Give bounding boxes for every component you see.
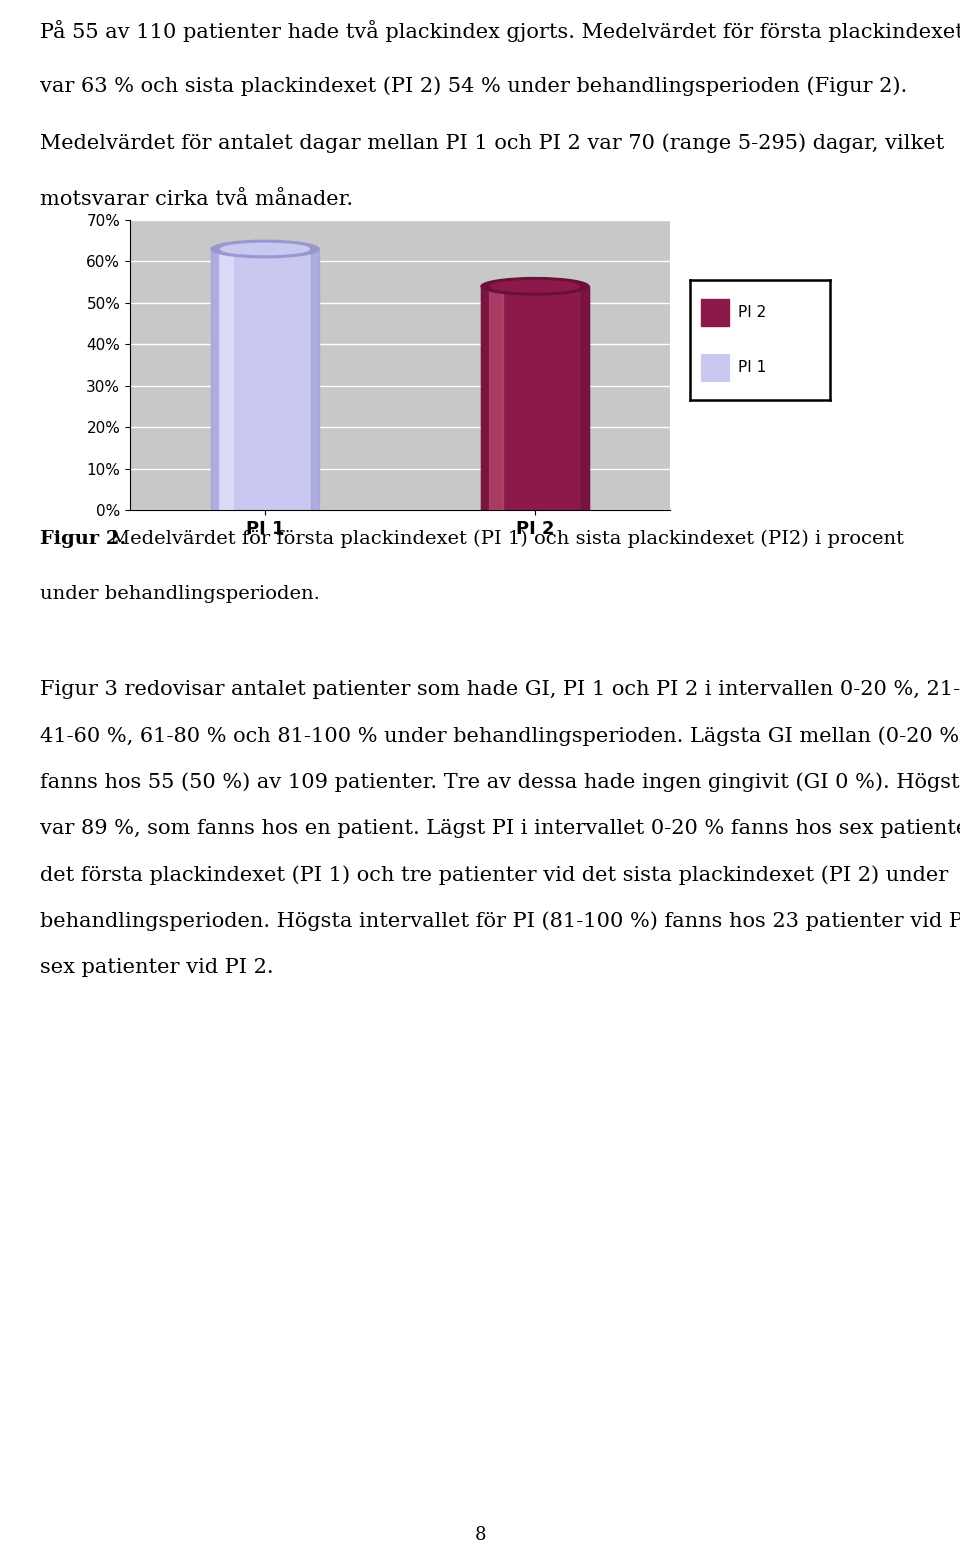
Text: 8: 8 — [474, 1527, 486, 1544]
Bar — [211, 250, 219, 510]
Ellipse shape — [481, 277, 589, 294]
Bar — [481, 287, 489, 510]
Bar — [701, 355, 730, 381]
Text: var 89 %, som fanns hos en patient. Lägst PI i intervallet 0-20 % fanns hos sex : var 89 %, som fanns hos en patient. Lägs… — [40, 818, 960, 839]
Text: PI 2: PI 2 — [737, 305, 766, 319]
Bar — [211, 250, 319, 510]
Bar — [311, 250, 319, 510]
Text: var 63 % och sista plackindexet (PI 2) 54 % under behandlingsperioden (Figur 2).: var 63 % och sista plackindexet (PI 2) 5… — [40, 76, 907, 96]
Text: sex patienter vid PI 2.: sex patienter vid PI 2. — [40, 958, 274, 976]
Text: under behandlingsperioden.: under behandlingsperioden. — [40, 586, 320, 603]
Bar — [219, 250, 232, 510]
Bar — [582, 287, 589, 510]
Text: Figur 2.: Figur 2. — [40, 530, 127, 549]
Text: Medelvärdet för första plackindexet (PI 1) och sista plackindexet (PI2) i procen: Medelvärdet för första plackindexet (PI … — [105, 530, 904, 549]
Bar — [489, 287, 503, 510]
Ellipse shape — [491, 281, 579, 291]
Ellipse shape — [221, 243, 309, 254]
Bar — [701, 299, 730, 326]
Text: motsvarar cirka två månader.: motsvarar cirka två månader. — [40, 189, 353, 209]
Text: det första plackindexet (PI 1) och tre patienter vid det sista plackindexet (PI : det första plackindexet (PI 1) och tre p… — [40, 865, 948, 885]
Text: Medelvärdet för antalet dagar mellan PI 1 och PI 2 var 70 (range 5-295) dagar, v: Medelvärdet för antalet dagar mellan PI … — [40, 133, 945, 153]
Text: PI 1: PI 1 — [737, 360, 766, 375]
Text: fanns hos 55 (50 %) av 109 patienter. Tre av dessa hade ingen gingivit (GI 0 %).: fanns hos 55 (50 %) av 109 patienter. Tr… — [40, 772, 960, 792]
Bar — [481, 287, 589, 510]
Text: Figur 3 redovisar antalet patienter som hade GI, PI 1 och PI 2 i intervallen 0-2: Figur 3 redovisar antalet patienter som … — [40, 680, 960, 699]
Text: behandlingsperioden. Högsta intervallet för PI (81-100 %) fanns hos 23 patienter: behandlingsperioden. Högsta intervallet … — [40, 911, 960, 932]
Text: På 55 av 110 patienter hade två plackindex gjorts. Medelvärdet för första placki: På 55 av 110 patienter hade två plackind… — [40, 20, 960, 42]
Text: 41-60 %, 61-80 % och 81-100 % under behandlingsperioden. Lägsta GI mellan (0-20 : 41-60 %, 61-80 % och 81-100 % under beha… — [40, 727, 960, 746]
Ellipse shape — [211, 240, 319, 257]
